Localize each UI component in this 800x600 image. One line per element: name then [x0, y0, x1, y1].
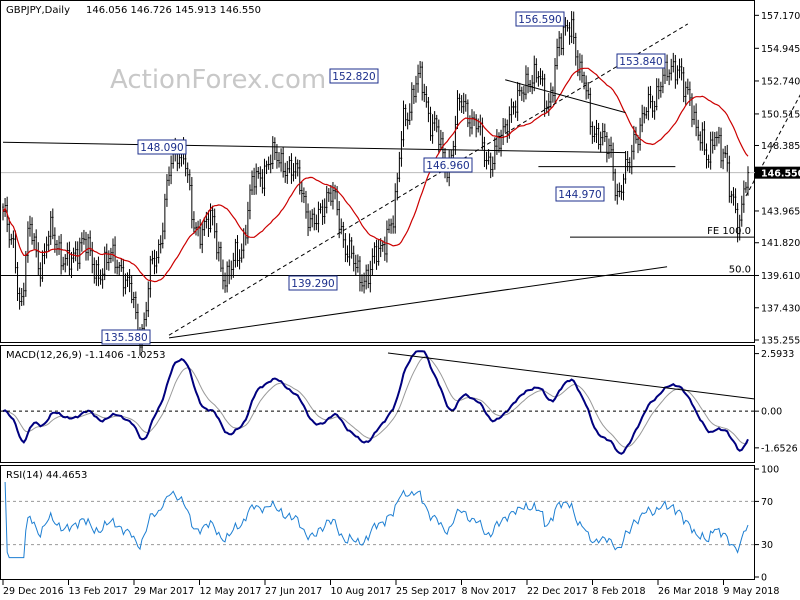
moving-average-line: [2, 67, 749, 283]
price-callout-box: [288, 275, 338, 291]
symbol-label: GBPJPY,Daily: [6, 5, 70, 16]
x-tick-label: 22 Dec 2017: [527, 586, 588, 597]
dashed-rally-projection: [168, 23, 689, 336]
rsi-tick-label: 70: [761, 497, 773, 508]
macd-tick-label: 0.00: [761, 407, 782, 418]
rsi-tick-label: 100: [761, 465, 779, 476]
x-tick-label: 29 Mar 2017: [134, 586, 194, 597]
triangle-upper-trendline: [505, 79, 626, 114]
price-tick-label: 148.385: [761, 141, 800, 152]
price-callout-label: 152.820: [332, 71, 375, 83]
macd-line: [2, 350, 749, 455]
price-callout-box: [515, 11, 565, 27]
price-callout-label: 135.580: [104, 332, 147, 344]
macd-trendline: [1, 352, 756, 412]
rsi-label: RSI(14) 44.4653: [6, 470, 87, 481]
x-tick-label: 9 May 2018: [724, 586, 780, 597]
price-tick-label: 143.965: [761, 206, 800, 217]
rsi-panel: [0, 465, 755, 580]
price-callout-box: [616, 53, 666, 69]
dashed-rebound-projection: [745, 94, 800, 197]
ohlc-label: 146.056 146.726 145.913 146.550: [86, 5, 261, 16]
last-price-box: [755, 166, 800, 179]
price-callout-box: [329, 68, 379, 84]
price-tick-label: 152.740: [761, 76, 800, 87]
watermark: ActionForex.com: [110, 65, 326, 95]
price-tick-label: 137.430: [761, 303, 800, 314]
rsi-line: [4, 481, 749, 559]
price-callout-label: 156.590: [518, 14, 561, 26]
x-axis: 29 Dec 2016 13 Feb 2017 29 Mar 2017 12 May …: [2, 580, 780, 597]
macd-panel: [0, 345, 755, 463]
price-tick-label: 135.255: [761, 336, 800, 347]
x-tick-label: 8 Nov 2017: [462, 586, 517, 597]
rsi-tick-label: 30: [761, 540, 773, 551]
macd-label: MACD(12,26,9) -1.1406 -1.0253: [6, 350, 166, 361]
price-y-axis: 157.170 154.945 152.740 150.515 148.385 146.5…: [755, 11, 800, 347]
last-price-label: 146.550: [761, 169, 800, 180]
x-tick-label: 25 Sep 2017: [396, 586, 456, 597]
x-tick-label: 29 Dec 2016: [3, 586, 64, 597]
macd-divergence-trendline: [387, 352, 756, 400]
price-callout-box: [137, 139, 187, 155]
price-callout-box: [555, 186, 605, 202]
price-tick-label: 154.945: [761, 44, 800, 55]
price-tick-label: 150.515: [761, 109, 800, 120]
price-callout-label: 139.290: [291, 278, 334, 290]
level-label: 50.0: [729, 264, 751, 275]
rsi-y-axis: 100 70 30 0: [755, 465, 779, 584]
price-panel: [0, 0, 755, 343]
price-callout-label: 153.840: [619, 56, 662, 68]
x-tick-label: 26 Mar 2018: [658, 586, 718, 597]
rsi-tick-label: 0: [761, 573, 767, 584]
price-tick-label: 139.610: [761, 271, 800, 282]
macd-tick-label: -1.6526: [761, 443, 798, 454]
price-tick-label: 157.170: [761, 11, 800, 22]
price-callout-label: 148.090: [140, 142, 183, 154]
macd-tick-label: 2.5933: [761, 349, 794, 360]
price-callout-label: 146.960: [426, 160, 469, 172]
x-tick-label: 13 Feb 2017: [69, 586, 128, 597]
macd-signal-line: [2, 356, 749, 448]
rising-support-trendline: [168, 266, 668, 339]
price-callout-box: [101, 329, 151, 345]
price-tick-label: 141.820: [761, 238, 800, 249]
level-label: FE 100.0: [707, 226, 751, 237]
long-resistance-trendline: [2, 141, 626, 154]
trendlines: [2, 23, 800, 339]
price-callout-label: 144.970: [558, 189, 601, 201]
x-tick-label: 10 Aug 2017: [331, 586, 392, 597]
x-tick-label: 8 Feb 2018: [593, 586, 646, 597]
price-callouts: 156.590 153.840 152.820 148.090 146.960 144.9…: [101, 11, 666, 345]
x-tick-label: 12 May 2017: [200, 586, 262, 597]
x-tick-label: 27 Jun 2017: [265, 586, 322, 597]
price-callout-box: [423, 157, 473, 173]
macd-y-axis: 2.5933 0.00 -1.6526: [755, 349, 798, 454]
